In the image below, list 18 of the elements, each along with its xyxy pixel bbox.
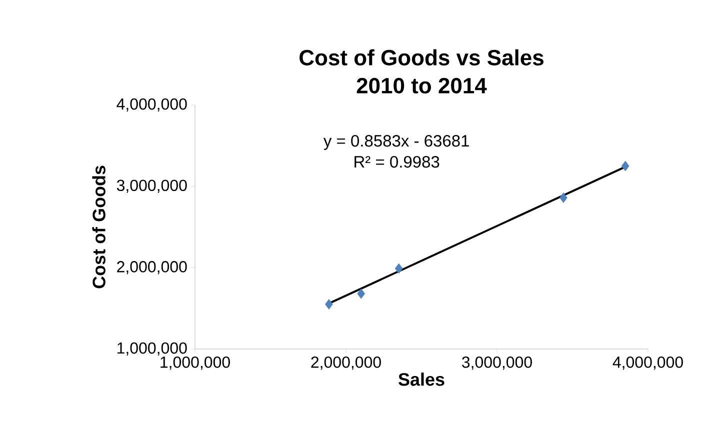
y-tick-label: 1,000,000 (118, 342, 187, 356)
y-axis-title: Cost of Goods (92, 166, 106, 288)
point (324, 299, 333, 310)
x-tick-label: 1,000,000 (160, 356, 230, 370)
y-tick-label: 4,000,000 (116, 98, 187, 112)
y-tick-label: 3,000,000 (116, 180, 187, 193)
point (621, 160, 630, 172)
x-tick-label: 4,000,000 (612, 356, 683, 370)
annotation: y = 0.8583x - 63681 (323, 135, 469, 150)
point (559, 192, 568, 203)
x-tick-label: 3,000,000 (462, 356, 532, 370)
annotation: R² = 0.9983 (354, 156, 440, 168)
y-tick-label: 2,000,000 (117, 261, 187, 274)
x-tick-label: 2,000,000 (311, 356, 381, 370)
chart-title: Cost of Goods vs Sales 2010 to 2014 (300, 49, 544, 94)
point (394, 263, 403, 274)
point (357, 288, 366, 299)
x-axis-title: Sales (398, 372, 444, 386)
